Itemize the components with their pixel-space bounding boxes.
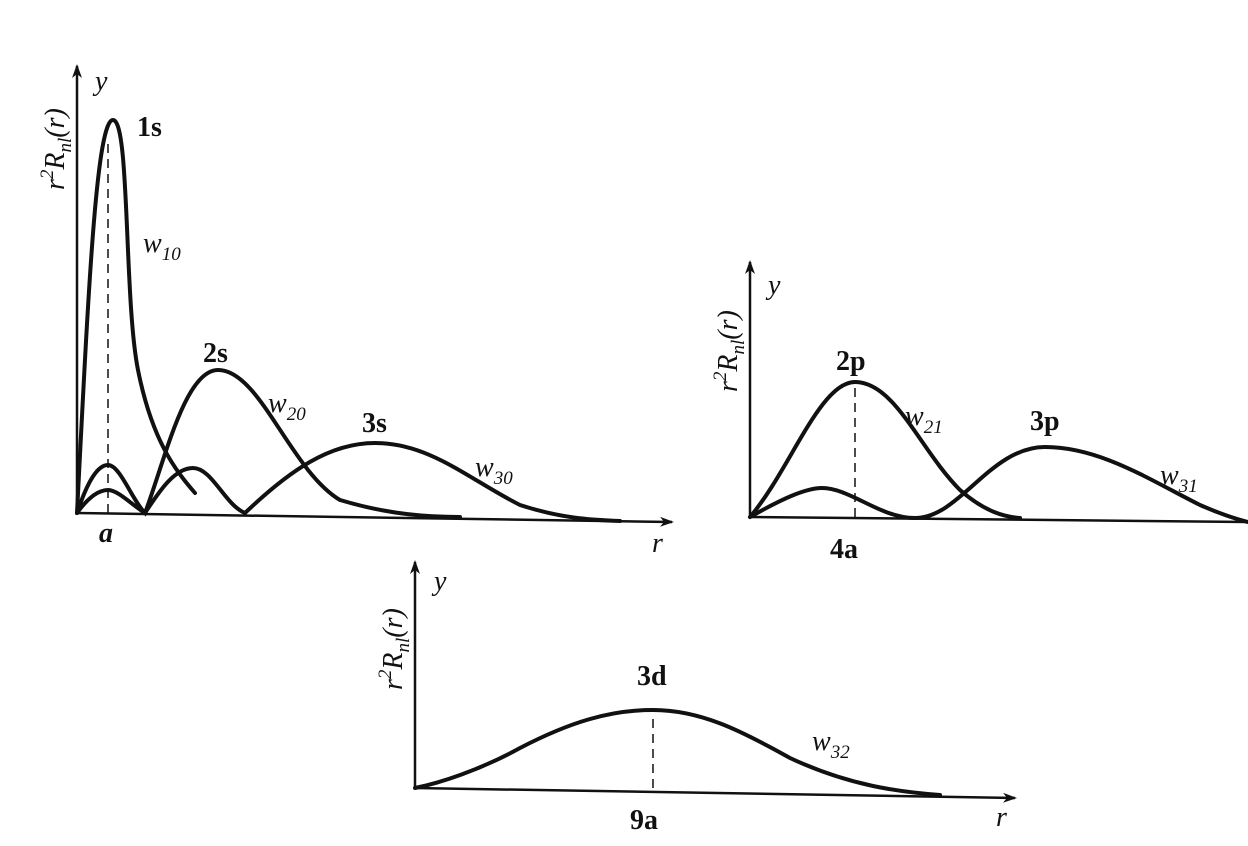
curve-1s (75, 117, 197, 515)
x-letter: r (652, 528, 663, 559)
x-axis (414, 786, 1017, 803)
curve-prob: w32 (812, 726, 850, 763)
tick-label: 9a (630, 805, 658, 836)
curve-3d (413, 707, 942, 797)
curve-2p (748, 379, 1022, 520)
curve-prob: w20 (268, 388, 306, 425)
y-letter: y (765, 270, 781, 301)
curve-3s (75, 440, 622, 523)
panel-d: r2Rnl(r) y r 9a 3d w32 (375, 560, 1017, 836)
curve-label: 3p (1030, 406, 1060, 437)
curve-label: 2p (836, 346, 866, 377)
curve-label: 3s (362, 408, 387, 439)
y-axis-label: r2Rnl(r) (710, 310, 749, 392)
y-letter: y (92, 66, 108, 97)
curve-prob: w30 (475, 452, 513, 489)
curve-prob: w21 (905, 401, 943, 438)
panel-s: r2Rnl(r) y r a 1s w10 2s w20 3s w30 (37, 64, 674, 559)
curve-label: 3d (637, 661, 667, 692)
y-axis-label: r2Rnl(r) (37, 108, 76, 190)
curve-label: 2s (203, 338, 228, 369)
tick-label: a (99, 518, 113, 549)
tick-label: 4a (830, 534, 858, 565)
curve-prob: w31 (1160, 460, 1198, 497)
curve-prob: w10 (143, 228, 181, 265)
x-letter: r (996, 802, 1007, 833)
x-axis (76, 511, 674, 527)
curve-2s (75, 367, 462, 519)
curve-label: 1s (137, 112, 162, 143)
x-axis (749, 515, 1248, 524)
curve-3p (748, 444, 1248, 524)
y-axis-label: r2Rnl(r) (375, 608, 414, 690)
panel-p: r2Rnl(r) y 4a 2p w21 3p w31 (710, 260, 1248, 565)
y-letter: y (431, 566, 447, 597)
